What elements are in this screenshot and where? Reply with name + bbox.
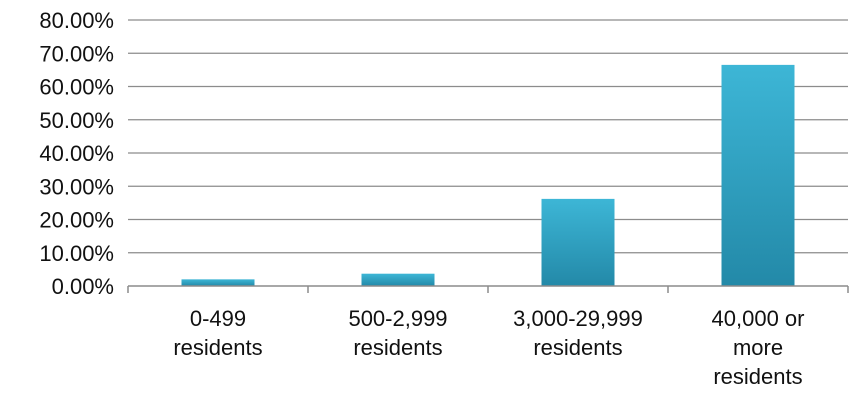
bar xyxy=(721,64,795,286)
x-category-label-line: more xyxy=(733,335,783,360)
y-tick-label: 60.00% xyxy=(39,75,114,100)
y-tick-label: 50.00% xyxy=(39,108,114,133)
x-category-label-line: residents xyxy=(173,335,262,360)
bar xyxy=(541,198,615,286)
x-category-label-line: 500-2,999 xyxy=(348,306,447,331)
bar xyxy=(361,273,435,286)
x-category-label: 0-499 residents xyxy=(173,306,262,360)
y-tick-label: 30.00% xyxy=(39,174,114,199)
x-category-label-line: residents xyxy=(533,335,622,360)
y-tick-label: 80.00% xyxy=(39,8,114,33)
x-category-label: 500-2,999 residents xyxy=(348,306,447,360)
x-category-label-line: 3,000-29,999 xyxy=(513,306,643,331)
bars xyxy=(181,64,795,286)
y-axis-tick-labels: 0.00% 10.00% 20.00% 30.00% 40.00% 50.00% 60.00… xyxy=(39,8,114,299)
x-category-label-line: residents xyxy=(353,335,442,360)
bar xyxy=(181,279,255,286)
y-tick-label: 10.00% xyxy=(39,241,114,266)
y-tick-label: 40.00% xyxy=(39,141,114,166)
x-category-label: 40,000 or more residents xyxy=(712,306,805,389)
y-tick-label: 20.00% xyxy=(39,208,114,233)
x-axis xyxy=(127,285,849,293)
y-tick-label: 70.00% xyxy=(39,41,114,66)
x-category-label-line: 0-499 xyxy=(190,306,246,331)
x-category-label-line: 40,000 or xyxy=(712,306,805,331)
gridlines xyxy=(128,19,848,254)
x-category-label: 3,000-29,999 residents xyxy=(513,306,643,360)
y-tick-label: 0.00% xyxy=(52,274,114,299)
x-category-label-line: residents xyxy=(713,364,802,389)
